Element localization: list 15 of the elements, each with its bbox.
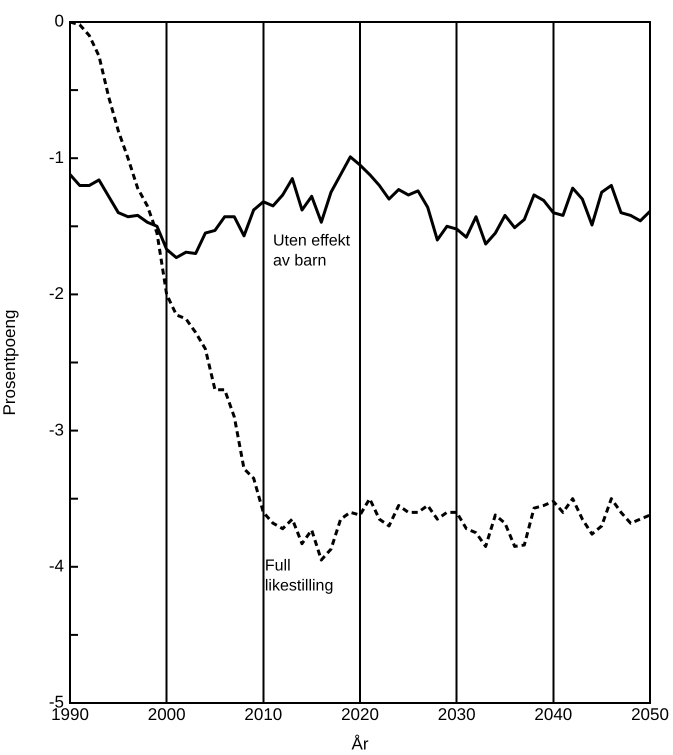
x-tick-label: 2030 (438, 704, 476, 724)
y-axis-title: Prosentpoeng (0, 310, 19, 416)
y-tick-label: -4 (48, 556, 64, 576)
y-tick-label: -1 (48, 148, 64, 167)
x-tick-label: 2010 (244, 704, 282, 724)
y-tick-label: 0 (54, 12, 64, 31)
x-tick-label: 2000 (148, 704, 186, 724)
series-label: Full likestilling (264, 557, 334, 594)
series-label: Uten effekt av barn (273, 232, 351, 270)
x-tick-label: 2050 (631, 704, 669, 724)
x-tick-label: 2020 (341, 704, 379, 724)
x-tick-label: 2040 (534, 704, 572, 724)
x-axis-title: År (352, 734, 369, 754)
y-tick-label: -2 (48, 284, 64, 304)
y-tick-label: -3 (48, 420, 64, 440)
